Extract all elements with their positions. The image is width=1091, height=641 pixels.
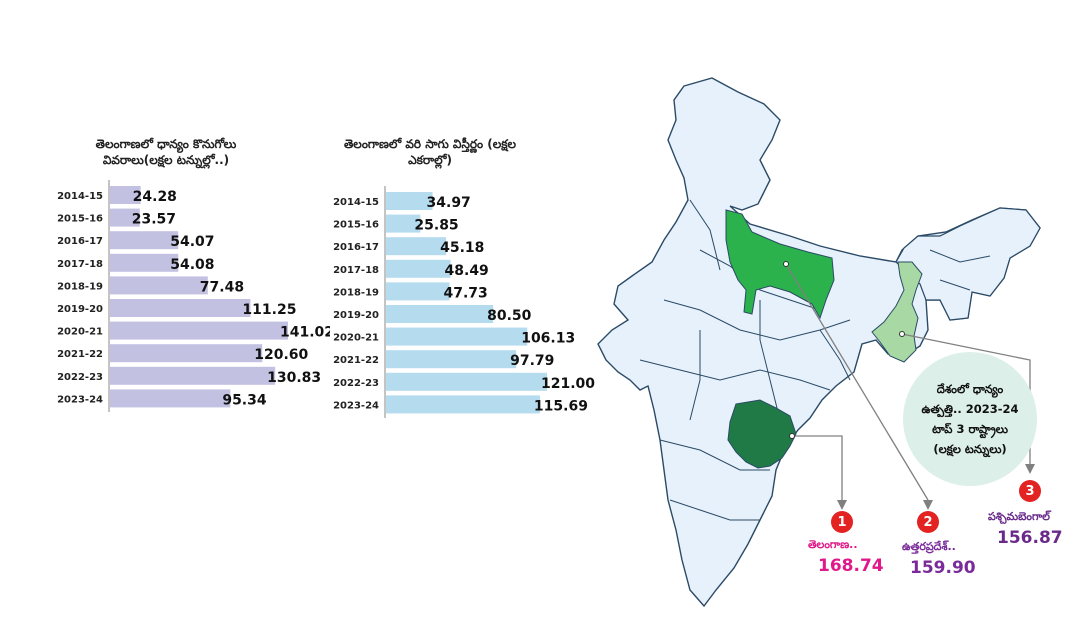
category-tick-label: 2018-19 [333, 287, 379, 298]
bar [386, 327, 528, 346]
state-name-2: ఉత్తరప్రదేశ్.. [902, 540, 956, 553]
category-tick-label: 2022-23 [57, 372, 103, 383]
bar [110, 321, 288, 340]
value-label: 120.60 [254, 347, 308, 363]
bar [110, 253, 179, 272]
category-tick-label: 2019-20 [57, 304, 103, 315]
category-tick-label: 2016-17 [333, 242, 379, 253]
category-tick-label: 2015-16 [333, 220, 379, 231]
value-label: 25.85 [414, 218, 458, 234]
state-value-1: 168.74 [818, 556, 884, 576]
top-states-info-circle: దేశంలో ధాన్యం ఉత్పత్తి.. 2023-24 టాప్ 3 … [903, 352, 1037, 486]
info-line-4: (లక్షల టన్నులు) [933, 442, 1007, 456]
value-label: 54.07 [170, 234, 214, 250]
category-tick-label: 2017-18 [57, 259, 103, 270]
category-tick-label: 2016-17 [57, 236, 103, 247]
rank-badge-3: 3 [1019, 480, 1041, 502]
west-bengal-region [871, 261, 923, 363]
bar [386, 237, 447, 256]
uttar-pradesh-region [725, 209, 835, 320]
state-value-2: 159.90 [910, 558, 976, 578]
category-tick-label: 2019-20 [333, 310, 379, 321]
value-label: 115.69 [534, 398, 588, 414]
bar [386, 259, 451, 278]
category-tick-label: 2017-18 [333, 265, 379, 276]
category-tick-label: 2018-19 [57, 281, 103, 292]
value-label: 80.50 [487, 308, 532, 324]
value-label: 106.13 [521, 331, 575, 347]
value-label: 48.49 [445, 263, 489, 279]
value-label: 23.57 [132, 212, 176, 228]
value-label: 141.02 [280, 325, 330, 341]
value-label: 97.79 [510, 353, 554, 369]
value-label: 45.18 [440, 240, 484, 256]
category-tick-label: 2023-24 [333, 400, 379, 411]
value-label: 54.08 [170, 257, 214, 273]
bar [110, 344, 263, 363]
value-label: 95.34 [222, 392, 267, 408]
category-tick-label: 2015-16 [57, 214, 103, 225]
category-tick-label: 2022-23 [333, 378, 379, 389]
telangana-region [727, 399, 797, 469]
state-name-1: తెలంగాణ.. [808, 538, 858, 551]
bar [386, 350, 517, 369]
bar [110, 208, 140, 227]
value-label: 130.83 [267, 370, 321, 386]
info-line-1: దేశంలో ధాన్యం [936, 382, 1004, 396]
value-label: 111.25 [242, 302, 296, 318]
northeast-region [895, 207, 1041, 321]
category-tick-label: 2023-24 [57, 394, 103, 405]
bar [386, 395, 540, 414]
bar [110, 276, 208, 295]
bar [386, 305, 494, 323]
state-markers [783, 261, 905, 439]
paddy-area-chart: 2014-15 34.97 2015-16 25.85 2016-17 45.18 2017… [333, 186, 595, 418]
info-line-3: టాప్ 3 రాష్ట్రాలు [932, 422, 1008, 436]
category-tick-label: 2021-22 [333, 355, 379, 366]
value-label: 121.00 [541, 376, 595, 392]
bar [110, 366, 276, 385]
state-value-3: 156.87 [997, 528, 1063, 548]
bar [110, 299, 251, 317]
value-label: 77.48 [200, 279, 244, 295]
category-tick-label: 2020-21 [57, 327, 103, 338]
info-line-2: ఉత్పత్తి.. 2023-24 [921, 402, 1019, 416]
value-label: 34.97 [427, 195, 471, 211]
state-name-3: పశ్చిమబెంగాల్ [988, 510, 1050, 523]
value-label: 47.73 [444, 285, 488, 301]
bar [386, 372, 547, 391]
category-tick-label: 2021-22 [57, 349, 103, 360]
bar [386, 214, 421, 233]
bar [386, 282, 450, 301]
bar [110, 231, 179, 250]
procurement-chart-title: తెలంగాణలో ధాన్యం కొనుగోలు వివరాలు(లక్షల … [95, 137, 237, 167]
category-tick-label: 2014-15 [57, 191, 103, 202]
paddy-area-chart-title: తెలంగాణలో వరి సాగు విస్తీర్ణం (లక్షల ఎకర… [343, 137, 517, 167]
category-tick-label: 2020-21 [333, 333, 379, 344]
bar [110, 389, 231, 408]
category-tick-label: 2014-15 [333, 197, 379, 208]
bar [386, 192, 433, 210]
procurement-chart: 2014-15 24.28 2015-16 23.57 2016-17 54.07 2017… [57, 180, 330, 412]
rank-badge-2: 2 [917, 511, 939, 533]
bar [110, 186, 141, 204]
india-outline [597, 77, 1041, 608]
rank-badge-1: 1 [831, 511, 853, 533]
value-label: 24.28 [133, 189, 177, 205]
